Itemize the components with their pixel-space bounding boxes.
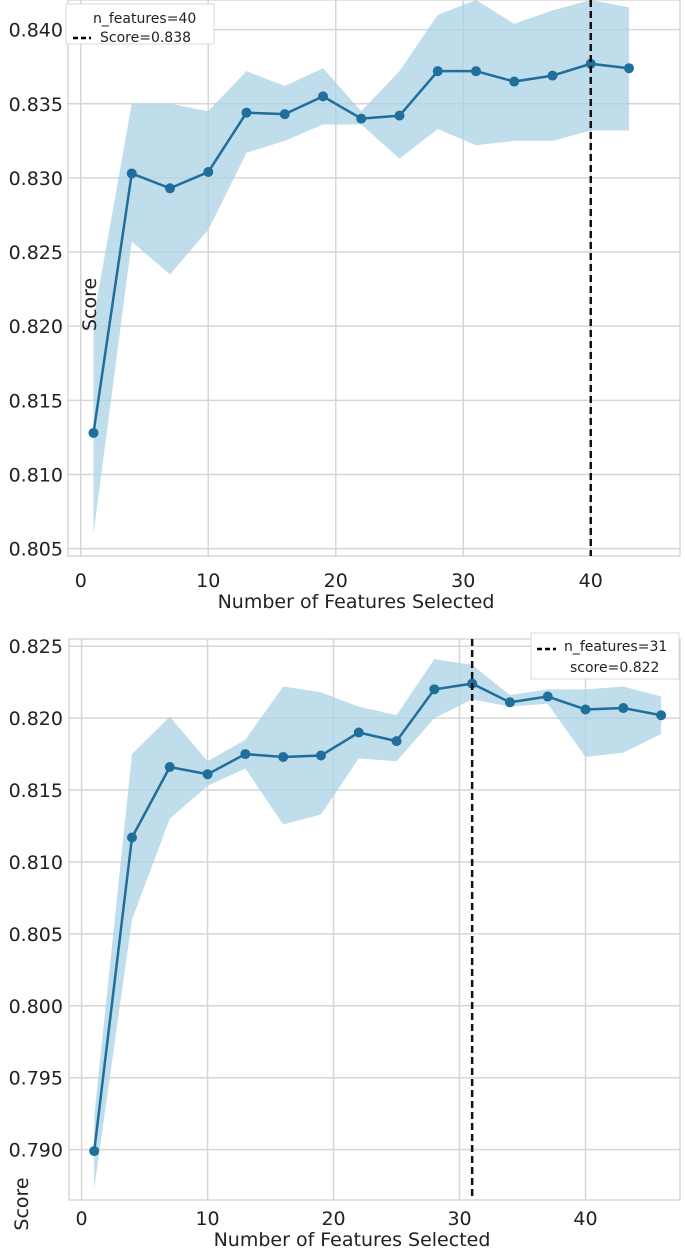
x-tick-label: 0 (76, 1208, 88, 1230)
data-point (89, 1146, 100, 1157)
x-tick-label: 20 (324, 570, 348, 592)
confidence-band (93, 0, 629, 534)
y-tick-label: 0.840 (9, 20, 63, 42)
data-point (165, 183, 175, 194)
data-point (656, 710, 667, 721)
data-point (240, 749, 251, 760)
score-line (92, 682, 662, 1152)
x-tick-label: 10 (195, 1208, 219, 1230)
data-point (126, 832, 137, 843)
x-tick-label: 40 (579, 570, 603, 592)
data-point (315, 750, 326, 761)
data-point (547, 70, 558, 81)
legend: n_features=40 Score=0.838 (65, 3, 215, 46)
y-axis-label: Score (11, 1177, 33, 1230)
x-tick-label: 20 (321, 1208, 345, 1230)
chart-top: 0 10 20 30 40 0.805 0.810 0.815 0.820 0.825 0.830… (9, 0, 681, 613)
data-point (353, 727, 364, 738)
y-tick-label: 0.815 (9, 780, 63, 802)
data-point (585, 58, 596, 69)
data-point (278, 751, 289, 762)
confidence-band-group (94, 659, 662, 1189)
data-point (429, 684, 440, 695)
data-point (432, 66, 443, 77)
y-tick-label: 0.825 (9, 636, 63, 658)
data-point (202, 769, 213, 780)
y-tick-label: 0.810 (9, 464, 63, 486)
data-point (394, 110, 405, 121)
y-axis-label: Score (79, 278, 101, 331)
data-point (164, 762, 175, 773)
x-tick-labels: 0 10 20 30 40 (75, 570, 603, 592)
confidence-band-group (93, 0, 629, 534)
legend-label-n-features: n_features=40 (93, 11, 196, 27)
x-tick-label: 40 (573, 1208, 597, 1230)
y-tick-label: 0.790 (9, 1140, 63, 1162)
y-tick-labels: 0.790 0.795 0.800 0.805 0.810 0.815 0.820 0.825 (9, 636, 63, 1161)
data-points-group (88, 58, 634, 438)
data-point (542, 691, 553, 702)
data-point (356, 113, 367, 124)
confidence-band (94, 659, 662, 1189)
data-point (504, 697, 515, 708)
data-point (391, 736, 402, 747)
data-point (203, 166, 214, 177)
data-point (279, 109, 290, 120)
chart-bottom: 0 10 20 30 40 0.790 0.795 0.800 0.805 0.810 0.815… (9, 632, 681, 1251)
data-point (318, 91, 328, 102)
x-tick-labels: 0 10 20 30 40 (76, 1208, 598, 1230)
data-points-group (89, 678, 667, 1157)
y-tick-label: 0.825 (9, 242, 63, 264)
y-tick-label: 0.830 (9, 168, 63, 190)
x-tick-label: 10 (196, 570, 220, 592)
data-point (88, 427, 99, 438)
x-tick-label: 30 (447, 1208, 471, 1230)
y-tick-labels: 0.805 0.810 0.815 0.820 0.825 0.830 0.835 0.840 (9, 20, 63, 561)
legend-box (530, 632, 680, 680)
y-tick-label: 0.810 (9, 852, 63, 874)
y-tick-label: 0.805 (9, 924, 63, 946)
x-axis-label: Number of Features Selected (214, 1229, 491, 1251)
data-point (241, 107, 252, 118)
legend-label-score: score=0.822 (570, 660, 659, 676)
y-tick-label: 0.815 (9, 390, 63, 412)
data-point (471, 66, 481, 77)
legend-label-n-features: n_features=31 (564, 639, 667, 655)
y-tick-label: 0.835 (9, 94, 63, 116)
y-tick-label: 0.820 (9, 316, 63, 338)
legend: n_features=31 score=0.822 (530, 632, 680, 680)
plot-frame (67, 0, 681, 557)
data-point (509, 76, 520, 87)
y-tick-label: 0.800 (9, 996, 63, 1018)
plot-frame (68, 638, 681, 1201)
data-point (126, 168, 137, 179)
y-tick-label: 0.820 (9, 708, 63, 730)
data-point (618, 703, 629, 714)
y-tick-label: 0.795 (9, 1068, 63, 1090)
x-tick-label: 30 (451, 570, 475, 592)
data-point (580, 704, 591, 715)
score-line-group (92, 682, 662, 1152)
x-axis-label: Number of Features Selected (218, 591, 495, 613)
legend-label-score: Score=0.838 (100, 30, 191, 46)
y-tick-label: 0.805 (9, 539, 63, 561)
x-tick-label: 0 (75, 570, 87, 592)
data-point (624, 63, 634, 74)
